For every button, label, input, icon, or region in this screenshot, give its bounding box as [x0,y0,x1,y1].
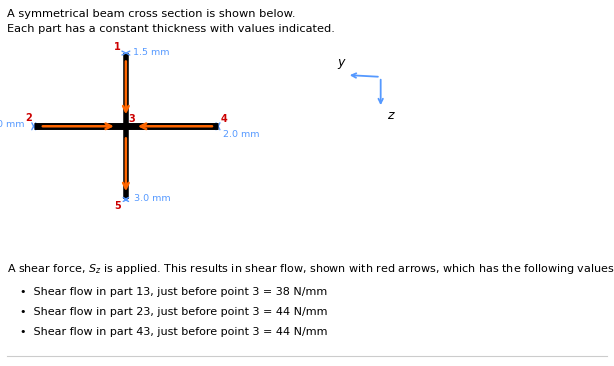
Text: 3.0 mm: 3.0 mm [134,194,171,203]
Text: A symmetrical beam cross section is shown below.: A symmetrical beam cross section is show… [7,9,296,19]
Text: Each part has a constant thickness with values indicated.: Each part has a constant thickness with … [7,24,335,34]
Text: 2.0 mm: 2.0 mm [223,130,259,139]
Text: 2.0 mm: 2.0 mm [0,120,24,129]
Text: 1: 1 [114,42,121,52]
Text: 5: 5 [114,201,121,211]
Text: 1.5 mm: 1.5 mm [133,48,169,57]
Text: $y$: $y$ [337,57,347,71]
Text: •  Shear flow in part 23, just before point 3 = 44 N/mm: • Shear flow in part 23, just before poi… [20,307,327,317]
Text: 2: 2 [25,113,32,123]
Text: •  Shear flow in part 43, just before point 3 = 44 N/mm: • Shear flow in part 43, just before poi… [20,327,327,337]
Text: $z$: $z$ [387,109,395,122]
Text: A shear force, $S_z$ is applied. This results in shear flow, shown with red arro: A shear force, $S_z$ is applied. This re… [7,262,614,276]
Text: 3: 3 [128,114,135,124]
Text: •  Shear flow in part 13, just before point 3 = 38 N/mm: • Shear flow in part 13, just before poi… [20,287,327,296]
Text: 4: 4 [220,114,227,124]
